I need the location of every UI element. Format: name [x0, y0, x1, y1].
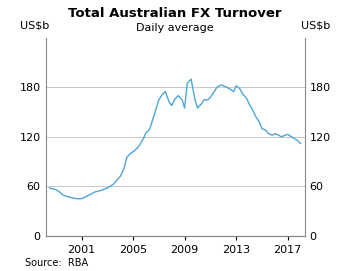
Text: Source:  RBA: Source: RBA [25, 258, 88, 268]
Text: US$b: US$b [20, 20, 49, 30]
Text: Total Australian FX Turnover: Total Australian FX Turnover [68, 7, 282, 20]
Text: Daily average: Daily average [136, 23, 214, 33]
Text: US$b: US$b [301, 20, 330, 30]
